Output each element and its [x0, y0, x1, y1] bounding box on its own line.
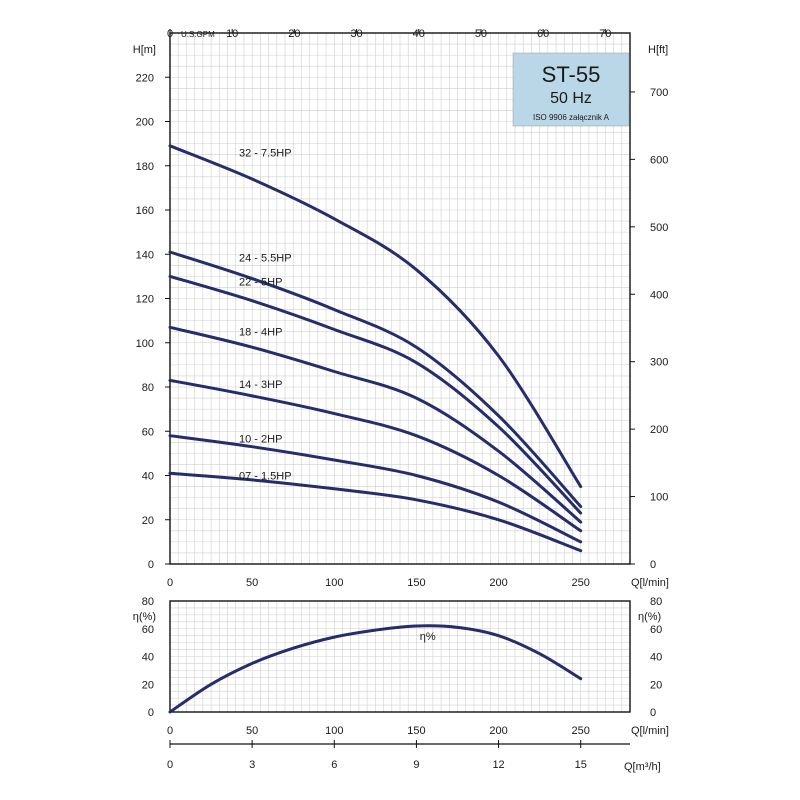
efficiency-curve: η% [168, 624, 583, 714]
flow-tick-label-top: 0 [167, 577, 173, 589]
m3h-tick-label: 0 [167, 759, 173, 771]
head-m-tick-label: 80 [142, 382, 154, 394]
eff-tick-label-left: 40 [142, 652, 154, 664]
head-ft-tick-label: 0 [650, 559, 656, 571]
m3h-tick-label: 15 [575, 759, 587, 771]
head-m-tick-label: 220 [136, 72, 154, 84]
eff-tick-label-right: 0 [650, 707, 656, 719]
head-ft-tick-label: 500 [650, 222, 668, 234]
head-m-tick-label: 200 [136, 117, 154, 129]
flow-tick-label-top: 150 [407, 577, 425, 589]
flow-tick-label-top: 200 [489, 577, 507, 589]
eff-tick-label-right: 60 [650, 624, 662, 636]
flow-tick-label-bottom: 250 [572, 725, 590, 737]
head-m-tick-label: 180 [136, 161, 154, 173]
m3h-tick-label: 6 [331, 759, 337, 771]
gpm-tick-label: 20 [288, 28, 300, 40]
head-curve-label: 32 - 7.5HP [239, 147, 292, 159]
head-curve [168, 471, 583, 553]
head-curve [168, 325, 583, 524]
flow-tick-label-top: 50 [246, 577, 258, 589]
flow-tick-label-bottom: 200 [489, 725, 507, 737]
flow-tick-label-bottom: 100 [325, 725, 343, 737]
chart-title: ST-55 [542, 62, 601, 87]
gpm-tick-label: 30 [350, 28, 362, 40]
head-ft-tick-label: 700 [650, 87, 668, 99]
head-curve [168, 274, 583, 515]
head-curve [168, 144, 583, 489]
efficiency-curve-line [168, 624, 583, 714]
efficiency-curve-label: η% [420, 631, 436, 643]
head-grid [169, 32, 631, 565]
gpm-tick-label: 50 [475, 28, 487, 40]
head-m-tick-label: 120 [136, 294, 154, 306]
eff-tick-label-left: 60 [142, 624, 154, 636]
head-curve-label: 24 - 5.5HP [239, 253, 292, 265]
eff-label-left: η(%) [133, 611, 156, 623]
head-ft-tick-label: 300 [650, 357, 668, 369]
head-ft-tick-label: 400 [650, 289, 668, 301]
head-ft-tick-label: 600 [650, 154, 668, 166]
eff-tick-label-right: 40 [650, 652, 662, 664]
title-box [512, 52, 630, 127]
gpm-tick-label: 40 [413, 28, 425, 40]
eff-tick-label-left: 20 [142, 679, 154, 691]
gpm-label: U.S.GPM [181, 30, 215, 39]
gpm-tick-label: 70 [599, 28, 611, 40]
head-m-tick-label: 40 [142, 471, 154, 483]
head-m-tick-label: 60 [142, 426, 154, 438]
eff-grid-frame [169, 600, 631, 713]
eff-label-right: η(%) [638, 611, 661, 623]
head-curves: 32 - 7.5HP 24 - 5.5HP 22 - 5HP 18 - 4HP 14 -… [168, 144, 583, 553]
gpm-tick-label: 60 [537, 28, 549, 40]
head-curve-label: 22 - 5HP [239, 277, 282, 289]
tick-labels: 0204060801001201401601802002200100200300… [136, 28, 669, 771]
head-curve-label: 10 - 2HP [239, 434, 282, 446]
flow-m3h-label: Q[m³/h] [624, 761, 661, 773]
flow-tick-label-top: 250 [572, 577, 590, 589]
flow-tick-label-bottom: 150 [407, 725, 425, 737]
flow-tick-label-top: 100 [325, 577, 343, 589]
head-m-label: H[m] [133, 44, 156, 56]
chart-subtitle: 50 Hz [550, 90, 592, 107]
head-curve [168, 250, 583, 508]
head-curve [168, 378, 583, 533]
gpm-tick-label: 0 [167, 28, 173, 40]
m3h-tick-label: 3 [249, 759, 255, 771]
head-ft-tick-label: 100 [650, 492, 668, 504]
flow-tick-label-bottom: 50 [246, 725, 258, 737]
head-curve-label: 18 - 4HP [239, 327, 282, 339]
head-m-tick-label: 20 [142, 515, 154, 527]
head-curve-label: 07 - 1.5HP [239, 470, 292, 482]
head-m-tick-label: 140 [136, 249, 154, 261]
head-ft-label: H[ft] [648, 44, 668, 56]
eff-tick-label-right: 20 [650, 679, 662, 691]
iso-note: ISO 9906 załącznik A [533, 113, 610, 122]
eff-tick-label-right: 80 [650, 596, 662, 608]
flow-label-top: Q[l/min] [631, 577, 669, 589]
efficiency-grid [169, 600, 631, 713]
flow-label-bottom: Q[l/min] [631, 725, 669, 737]
head-ft-tick-label: 200 [650, 424, 668, 436]
m3h-tick-label: 12 [492, 759, 504, 771]
eff-tick-label-left: 80 [142, 596, 154, 608]
flow-tick-label-bottom: 0 [167, 725, 173, 737]
head-m-tick-label: 100 [136, 338, 154, 350]
head-curve [168, 434, 583, 544]
gpm-tick-label: 10 [226, 28, 238, 40]
head-m-tick-label: 0 [148, 559, 154, 571]
head-curve-label: 14 - 3HP [239, 379, 282, 391]
m3h-tick-label: 9 [413, 759, 419, 771]
eff-tick-label-left: 0 [148, 707, 154, 719]
head-m-tick-label: 160 [136, 205, 154, 217]
